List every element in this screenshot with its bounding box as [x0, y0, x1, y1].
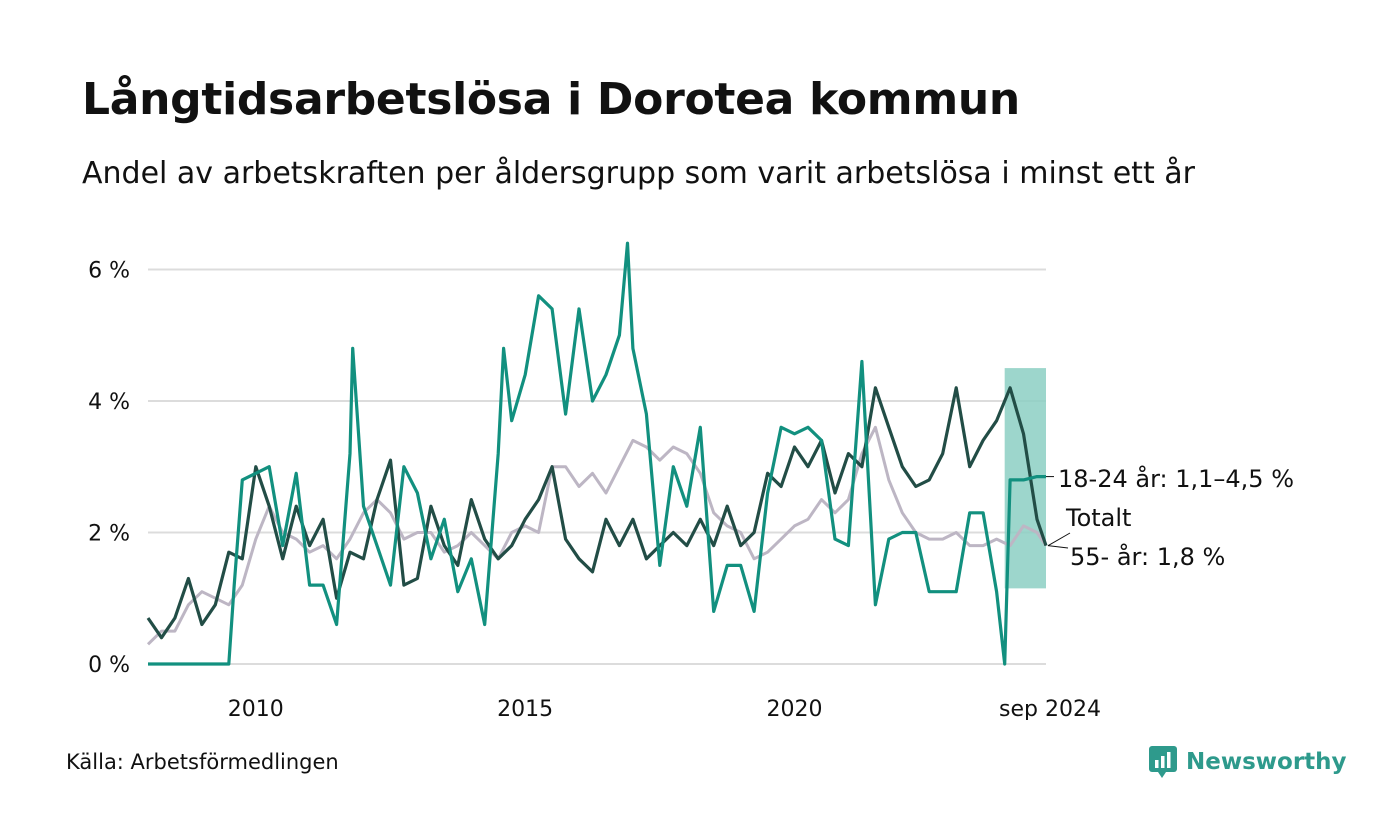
series-label: 55- år: 1,8 % — [1070, 542, 1225, 571]
x-axis-ticks: 2010 2015 2020 sep 2024 — [228, 697, 1101, 720]
x-tick-label: 2020 — [767, 697, 823, 720]
x-tick-label: 2015 — [497, 697, 553, 720]
newsworthy-logo-icon — [1149, 746, 1177, 778]
line-chart: 0 % 2 % 4 % 6 % 2010 2015 2020 sep 2024 55- år… — [88, 241, 1294, 720]
y-tick-label: 6 % — [88, 258, 130, 283]
brand-name: Newsworthy — [1186, 749, 1347, 775]
x-tick-label: sep 2024 — [999, 697, 1101, 720]
series-label: 18-24 år: 1,1–4,5 % — [1058, 464, 1294, 493]
series-line — [148, 241, 1046, 666]
page-title: Långtidsarbetslösa i Dorotea kommun — [82, 74, 1020, 125]
source-note: Källa: Arbetsförmedlingen — [66, 750, 339, 774]
series-label: Totalt — [1065, 504, 1131, 532]
page-subtitle: Andel av arbetskraften per åldersgrupp s… — [82, 156, 1195, 191]
y-tick-label: 2 % — [88, 521, 130, 546]
label-leader — [1047, 545, 1069, 549]
series-labels-layer: 55- år: 1,8 % Totalt 18-24 år: 1,1–4,5 % — [1046, 464, 1294, 571]
x-tick-label: 2010 — [228, 697, 284, 720]
label-leader — [1047, 532, 1071, 547]
series-layer — [146, 241, 1048, 666]
series-line — [146, 386, 1048, 640]
series-line — [146, 425, 1048, 646]
brand-logo[interactable]: Newsworthy — [1148, 744, 1347, 780]
y-tick-label: 0 % — [88, 653, 130, 678]
y-axis-ticks: 0 % 2 % 4 % 6 % — [88, 258, 130, 678]
y-tick-label: 4 % — [88, 390, 130, 415]
grid-lines — [148, 268, 1046, 665]
